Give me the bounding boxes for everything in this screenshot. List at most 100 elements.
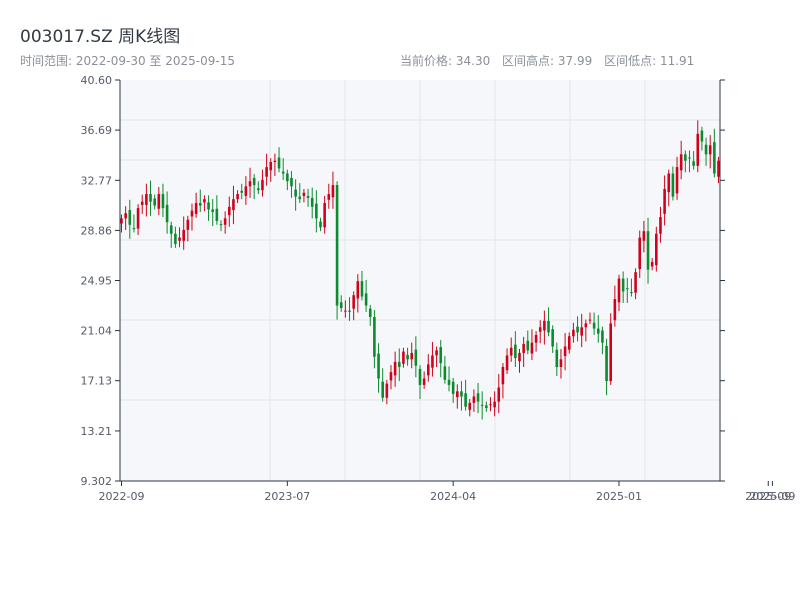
candle-up [223, 218, 227, 225]
candle-down [485, 405, 488, 408]
candle-down [364, 293, 368, 306]
candle-up [717, 160, 720, 177]
candle-up [194, 202, 198, 214]
candle-up [140, 201, 144, 205]
candle-down [704, 144, 708, 155]
candle-down [447, 379, 451, 385]
candle-down [240, 190, 244, 193]
candle-up [182, 229, 185, 241]
candle-up [435, 350, 438, 356]
candle-up [327, 194, 331, 200]
candle-up [120, 218, 123, 224]
candle-down [547, 320, 550, 333]
candle-up [261, 179, 264, 191]
candle-up [617, 278, 621, 303]
candle-up [659, 217, 662, 234]
y-tick-label: 21.04 [81, 325, 113, 338]
candle-up [244, 186, 248, 196]
candle-down [169, 225, 173, 234]
candle-up [302, 192, 306, 196]
candle-up [422, 378, 426, 385]
candle-down [290, 178, 293, 187]
candle-up [232, 199, 235, 211]
candle-up [663, 188, 666, 214]
candle-up [584, 323, 588, 328]
candle-up [522, 343, 525, 353]
candle-up [331, 185, 335, 198]
candle-down [368, 308, 372, 318]
candle-down [671, 173, 675, 197]
candle-down [692, 161, 695, 166]
y-tick-label: 36.69 [81, 124, 113, 137]
y-tick-label: 28.86 [81, 224, 113, 237]
candle-down [397, 361, 401, 367]
candle-down [335, 185, 339, 306]
candle-down [414, 349, 418, 366]
candle-down [684, 154, 687, 161]
candle-down [281, 171, 285, 174]
candle-down [219, 224, 223, 226]
candle-up [402, 351, 405, 364]
candle-up [273, 160, 277, 162]
candle-up [186, 219, 190, 230]
candle-up [505, 355, 509, 371]
candle-down [646, 231, 650, 270]
candle-down [360, 281, 364, 297]
candle-up [190, 210, 194, 217]
candle-down [476, 393, 480, 402]
candle-up [203, 199, 206, 203]
candle-up [344, 310, 347, 312]
candle-down [713, 142, 716, 174]
candle-up [269, 161, 273, 171]
candle-up [236, 194, 239, 200]
candle-up [530, 342, 534, 354]
candle-down [381, 381, 384, 398]
candle-up [265, 167, 268, 177]
candle-up [456, 391, 459, 398]
candle-down [174, 233, 177, 244]
y-tick-label: 9.302 [81, 475, 113, 488]
candle-up [518, 352, 521, 362]
candle-down [526, 340, 530, 351]
x-tick-label: 2024-04 [430, 490, 476, 503]
candle-down [377, 353, 380, 379]
stats-summary: 当前价格: 34.30 区间高点: 37.99 区间低点: 11.91 [400, 52, 702, 69]
candle-down [601, 330, 604, 343]
candle-up [609, 323, 613, 382]
candle-down [592, 322, 596, 329]
candle-up [426, 364, 430, 376]
candle-down [149, 194, 152, 202]
candle-down [298, 196, 302, 200]
candle-up [509, 347, 513, 356]
candle-up [572, 329, 575, 337]
candle-up [567, 336, 571, 350]
candle-up [356, 281, 360, 299]
candle-up [655, 233, 658, 266]
candle-down [252, 178, 256, 186]
candle-down [215, 208, 219, 221]
candle-up [145, 194, 148, 205]
candle-down [339, 302, 343, 309]
y-tick-label: 13.21 [81, 425, 113, 438]
date-range-label: 时间范围: 2022-09-30 至 2025-09-15 [20, 54, 235, 68]
candle-up [538, 327, 542, 332]
candle-up [227, 206, 231, 216]
candle-down [257, 188, 260, 191]
candle-down [480, 404, 484, 406]
y-tick-label: 24.95 [81, 275, 113, 288]
candle-up [638, 237, 642, 269]
x-tick-label: 2023-07 [264, 490, 310, 503]
candle-up [352, 295, 355, 309]
candle-up [559, 359, 563, 367]
candle-down [310, 197, 314, 207]
candle-up [534, 334, 538, 343]
candle-down [460, 391, 463, 397]
candle-up [393, 361, 397, 376]
candle-down [464, 393, 467, 407]
candle-up [679, 154, 683, 171]
candle-down [451, 381, 455, 394]
grid-lines [119, 80, 720, 481]
candle-down [294, 189, 297, 197]
x-tick-label: 2025-01 [596, 490, 642, 503]
